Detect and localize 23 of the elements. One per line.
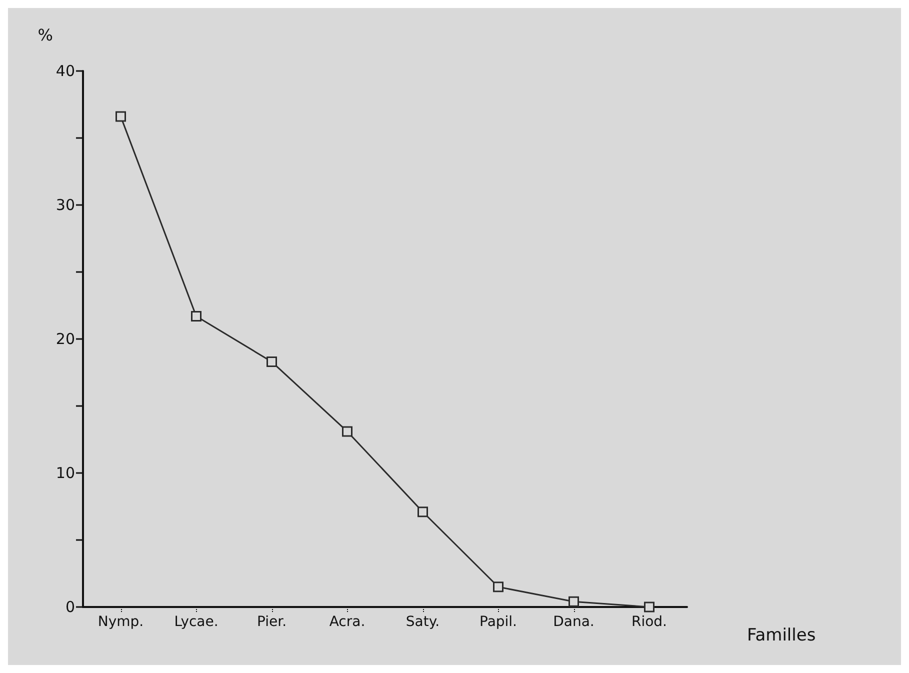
x-tick-label: Acra. (329, 614, 366, 630)
x-tick-label: Dana. (553, 614, 594, 630)
y-axis-title: % (38, 26, 53, 44)
x-tick-label: Pier. (256, 614, 287, 630)
point (116, 111, 126, 122)
x-tick-label: Saty. (406, 614, 440, 630)
y-tick-label: 0 (65, 598, 75, 616)
y-tick-label: 10 (56, 464, 75, 482)
y-tick-label: 30 (56, 196, 75, 214)
x-tick-label: Nymp. (98, 614, 144, 630)
point (266, 356, 277, 368)
point (644, 602, 654, 612)
point (568, 596, 579, 607)
x-tick-label: Lycae. (174, 614, 218, 630)
x-tick-label: Riod. (631, 614, 668, 630)
point (342, 426, 352, 437)
point (418, 506, 428, 518)
point (493, 582, 504, 592)
point (191, 310, 202, 322)
x-axis-title: Familles (747, 626, 816, 646)
x-tick-label: Papil. (479, 614, 518, 630)
y-tick-label: 40 (56, 62, 75, 80)
y-tick-label: 20 (56, 330, 75, 348)
